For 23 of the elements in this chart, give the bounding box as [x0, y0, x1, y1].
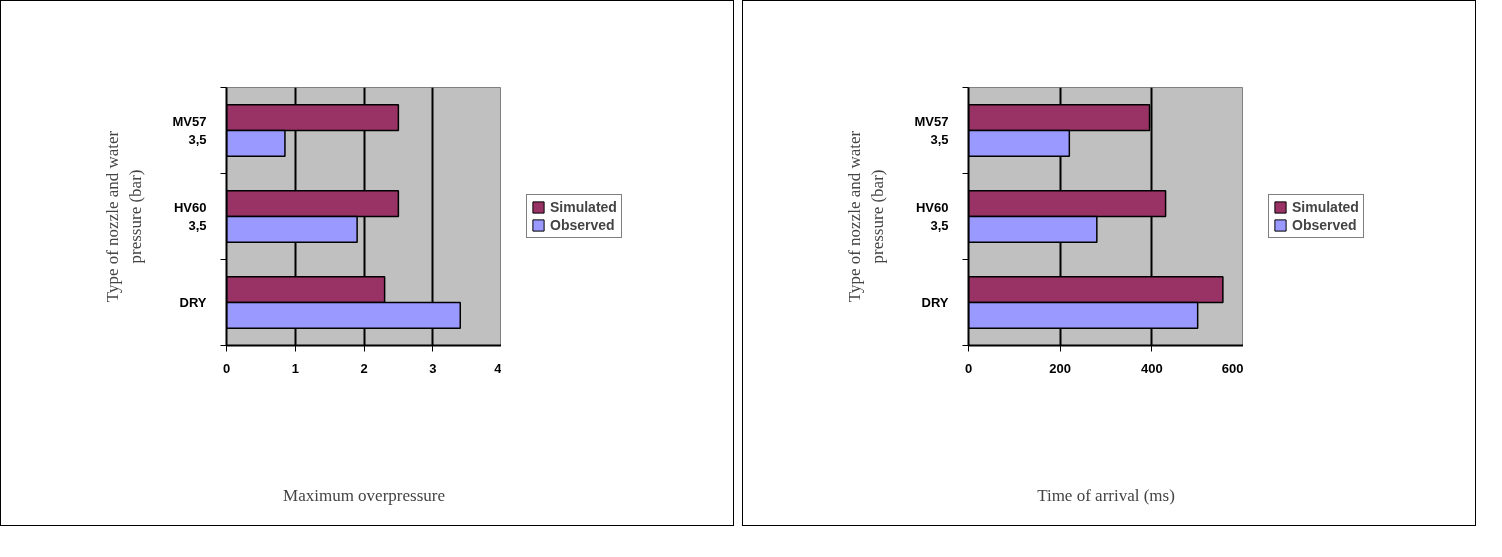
x-tick-label: 200 [1049, 360, 1072, 376]
x-tick-label: 400 [1140, 360, 1163, 376]
x-tick-label: 0 [222, 360, 231, 376]
x-tick-label: 2 [360, 360, 368, 376]
y-axis-title: Type of nozzle and water pressure (bar) [102, 130, 145, 303]
x-tick-label: 3 [429, 360, 437, 376]
legend-label: Simulated [550, 199, 617, 215]
legend-label: Simulated [1292, 199, 1359, 215]
y-tick-label: DRY [179, 295, 207, 310]
y-tick-label: HV60 3,5 [173, 200, 207, 233]
y-tick-label: MV57 3,5 [914, 114, 949, 147]
y-axis-title: Type of nozzle and water pressure (bar) [844, 130, 887, 303]
y-tick-label: MV57 3,5 [172, 114, 207, 147]
x-tick-label: 1 [291, 360, 299, 376]
x-axis-title: Time of arrival (ms) [1037, 485, 1175, 505]
x-axis-title: Maximum overpressure [283, 485, 445, 505]
legend-label: Observed [550, 217, 615, 233]
y-tick-label: DRY [921, 295, 949, 310]
x-tick-label: 0 [964, 360, 973, 376]
x-tick-label: 600 [1221, 360, 1244, 376]
x-tick-label: 4 [494, 360, 503, 376]
legend-label: Observed [1292, 217, 1357, 233]
y-tick-label: HV60 3,5 [915, 200, 949, 233]
